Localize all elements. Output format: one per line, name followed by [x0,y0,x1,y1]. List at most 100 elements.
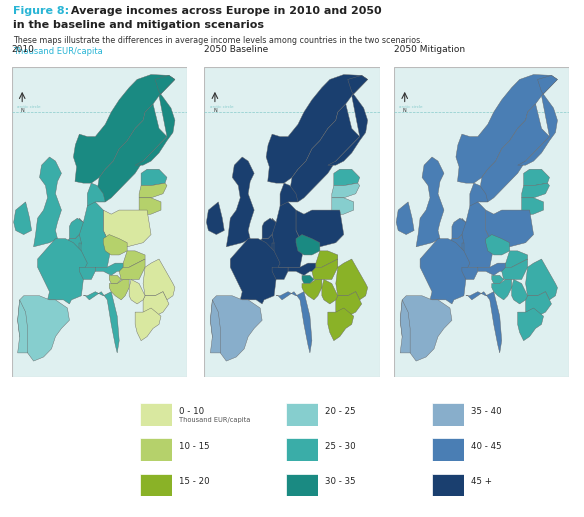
Polygon shape [210,296,262,361]
Polygon shape [109,280,129,300]
Polygon shape [230,239,280,304]
Polygon shape [462,267,478,280]
Polygon shape [0,112,4,138]
Polygon shape [103,210,151,247]
Text: N: N [213,108,217,113]
Polygon shape [517,75,558,165]
Text: 45 +: 45 + [471,477,492,486]
Polygon shape [517,308,544,341]
Polygon shape [129,280,145,304]
Text: 10 - 15: 10 - 15 [179,442,210,451]
Text: 30 - 35: 30 - 35 [325,477,356,486]
Text: These maps illustrate the differences in average income levels among countries i: These maps illustrate the differences in… [13,36,423,45]
Polygon shape [143,292,169,316]
Polygon shape [262,218,276,239]
Polygon shape [502,259,527,280]
Polygon shape [470,183,488,208]
Polygon shape [296,235,320,255]
Polygon shape [336,259,368,300]
Polygon shape [79,242,81,251]
Polygon shape [119,259,145,280]
Polygon shape [280,183,298,208]
Text: N: N [403,108,406,113]
Polygon shape [13,202,32,235]
Polygon shape [420,239,470,304]
Polygon shape [336,292,361,316]
Polygon shape [143,259,175,300]
Polygon shape [400,296,452,361]
Polygon shape [290,104,360,202]
Polygon shape [400,300,410,353]
Polygon shape [456,74,558,183]
Polygon shape [480,104,550,202]
Polygon shape [109,276,121,283]
Polygon shape [18,296,69,361]
Text: Thousand EUR/capita: Thousand EUR/capita [179,417,251,423]
Polygon shape [296,210,344,247]
Polygon shape [79,267,95,280]
Polygon shape [486,210,534,247]
Text: arctic circle: arctic circle [399,105,423,109]
Polygon shape [226,157,254,247]
Polygon shape [526,292,551,316]
Text: 15 - 20: 15 - 20 [179,477,210,486]
Polygon shape [492,280,512,300]
Text: Average incomes across Europe in 2010 and 2050: Average incomes across Europe in 2010 an… [67,6,382,16]
Polygon shape [206,202,224,235]
Polygon shape [334,169,360,186]
Polygon shape [98,104,167,202]
Polygon shape [69,218,84,239]
Polygon shape [74,74,175,183]
Polygon shape [18,300,27,353]
Text: arctic circle: arctic circle [17,105,40,109]
Polygon shape [526,259,558,300]
Polygon shape [135,75,175,165]
Polygon shape [65,235,81,251]
Polygon shape [139,198,161,215]
Polygon shape [288,263,316,276]
Polygon shape [272,267,288,280]
Text: 35 - 40: 35 - 40 [471,407,502,416]
Polygon shape [33,157,61,247]
Polygon shape [95,263,123,276]
Polygon shape [452,218,466,239]
Polygon shape [316,251,338,267]
Polygon shape [276,292,312,353]
Polygon shape [79,202,111,267]
Polygon shape [141,169,167,186]
Polygon shape [462,202,493,267]
Polygon shape [328,308,354,341]
Text: 2050 Mitigation: 2050 Mitigation [394,45,465,54]
Polygon shape [139,183,167,198]
Polygon shape [416,157,444,247]
Polygon shape [342,112,386,138]
Polygon shape [88,183,105,208]
Polygon shape [302,276,314,283]
Polygon shape [522,183,550,198]
Polygon shape [396,202,414,235]
Polygon shape [272,202,304,267]
Text: 0 - 10: 0 - 10 [179,407,204,416]
Text: Thousand EUR/capita: Thousand EUR/capita [13,47,103,55]
Polygon shape [332,198,354,215]
Polygon shape [492,276,503,283]
Text: in the baseline and mitigation scenarios: in the baseline and mitigation scenarios [13,20,264,29]
Polygon shape [522,198,544,215]
Text: 25 - 30: 25 - 30 [325,442,356,451]
Polygon shape [332,183,360,198]
Polygon shape [448,235,464,251]
Text: Figure 8:: Figure 8: [13,6,69,16]
Polygon shape [258,235,274,251]
Text: 40 - 45: 40 - 45 [471,442,502,451]
Text: N: N [20,108,24,113]
Polygon shape [328,75,368,165]
Polygon shape [512,280,527,304]
Polygon shape [210,300,220,353]
Text: 2050 Baseline: 2050 Baseline [204,45,269,54]
Polygon shape [312,259,338,280]
Polygon shape [478,263,506,276]
Polygon shape [135,308,161,341]
Polygon shape [524,169,550,186]
Polygon shape [84,292,119,353]
Text: arctic circle: arctic circle [210,105,233,109]
